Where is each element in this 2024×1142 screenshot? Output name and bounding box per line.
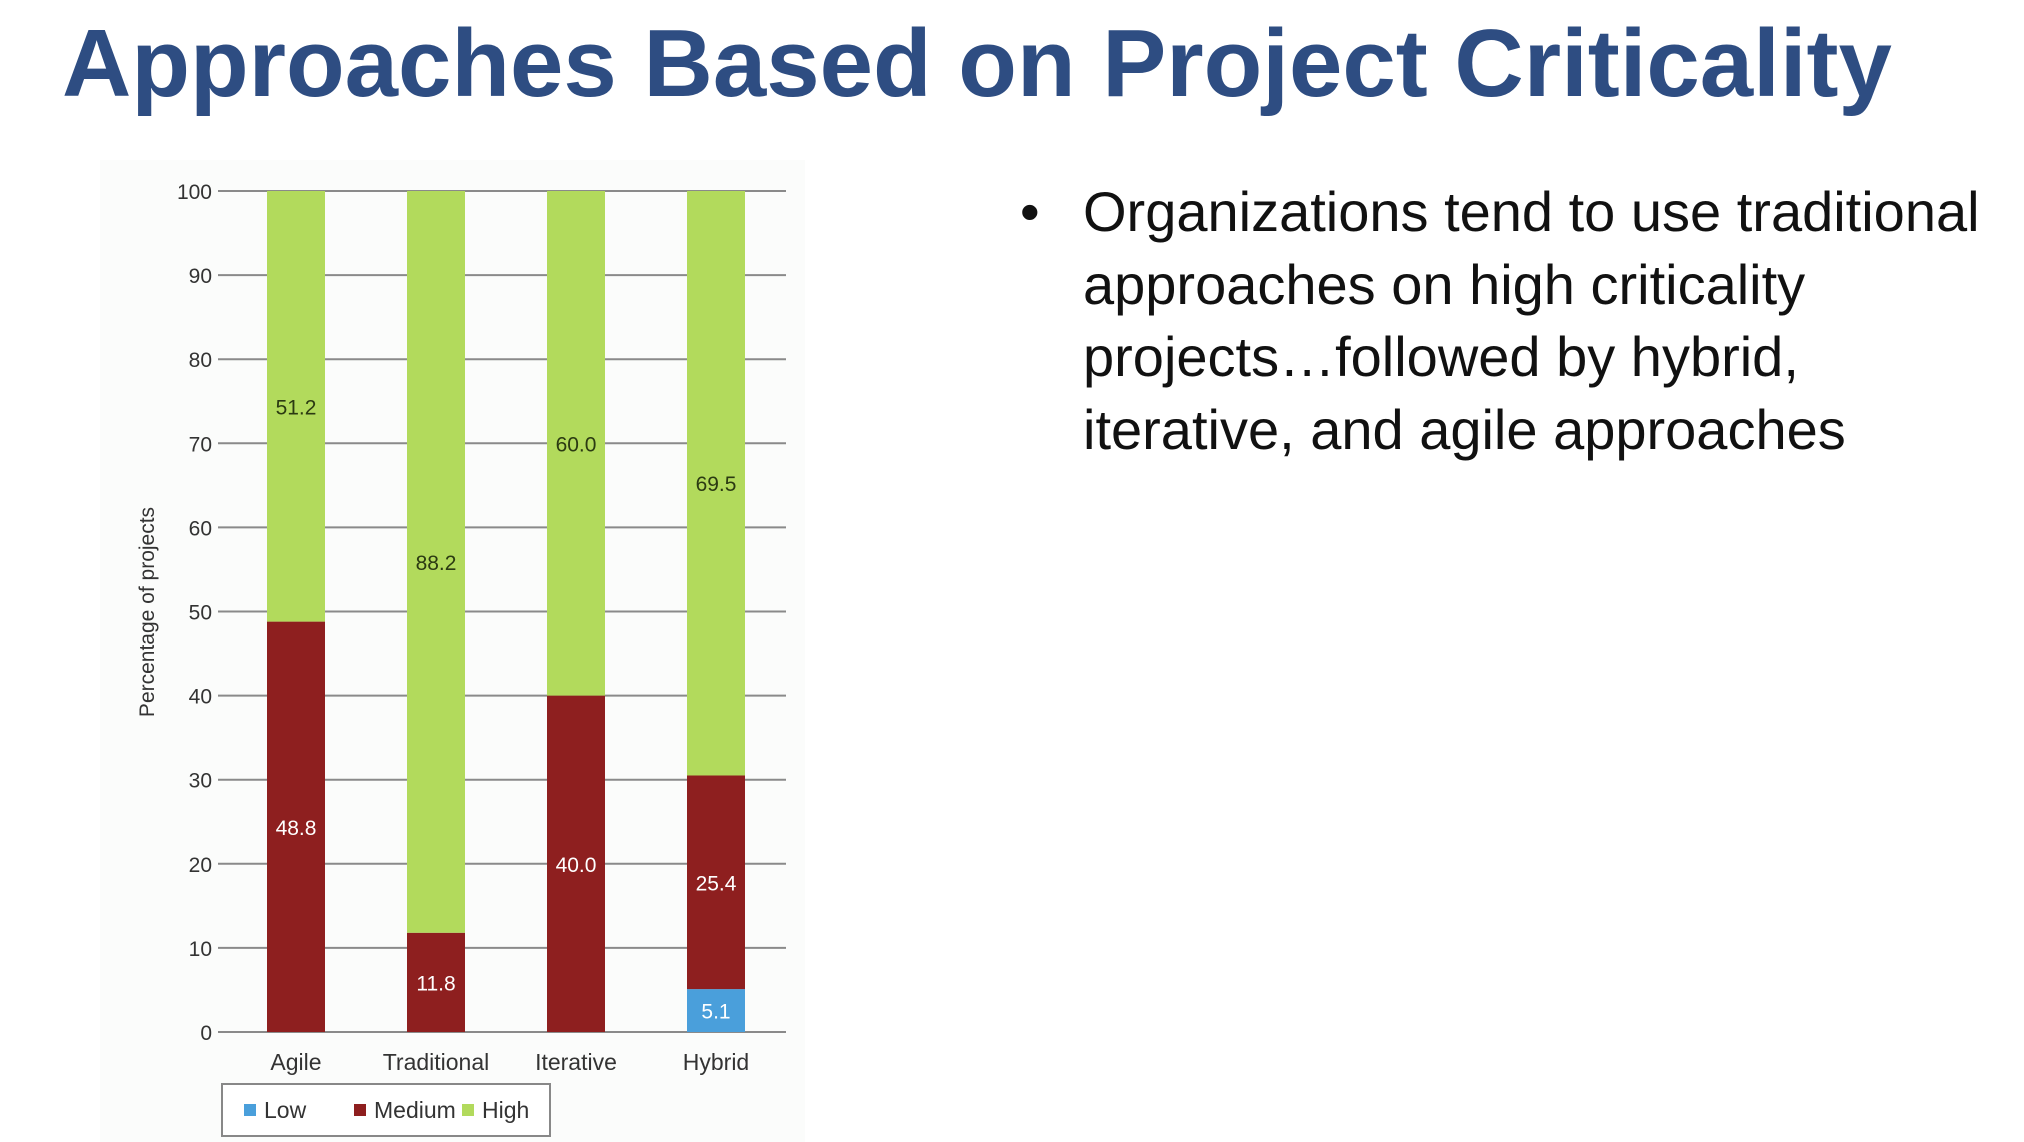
legend-swatch-low — [244, 1104, 256, 1116]
data-label: 88.2 — [416, 552, 457, 575]
y-tick-label: 10 — [189, 938, 212, 961]
legend-label: Medium — [374, 1097, 456, 1123]
y-tick-label: 0 — [200, 1022, 212, 1045]
x-tick-label: Iterative — [535, 1049, 617, 1075]
bar-segment-medium — [407, 932, 465, 1032]
bar-segment-high — [267, 191, 325, 622]
y-tick-label: 70 — [189, 433, 212, 456]
y-tick-label: 100 — [177, 181, 212, 204]
bullet-text: Organizations tend to use traditional ap… — [1083, 180, 1980, 461]
y-tick-label: 80 — [189, 349, 212, 372]
data-label: 25.4 — [696, 872, 737, 895]
bar-segment-medium — [267, 621, 325, 1032]
bar-segment-high — [407, 191, 465, 933]
legend-label: Low — [264, 1097, 307, 1123]
data-label: 51.2 — [276, 396, 317, 419]
x-tick-label: Agile — [270, 1049, 321, 1075]
bar-segment-medium — [687, 775, 745, 990]
data-label: 69.5 — [696, 473, 737, 496]
data-label: 5.1 — [701, 1001, 730, 1024]
data-label: 60.0 — [556, 433, 597, 456]
y-tick-label: 90 — [189, 265, 212, 288]
y-tick-label: 30 — [189, 770, 212, 793]
y-tick-label: 40 — [189, 686, 212, 709]
legend-box — [221, 1083, 551, 1137]
data-label: 48.8 — [276, 817, 317, 840]
y-tick-label: 50 — [189, 602, 212, 625]
bar-segment-low — [687, 989, 745, 1032]
bar-segment-medium — [547, 695, 605, 1032]
legend-swatch-high — [462, 1104, 474, 1116]
bullet-point: • Organizations tend to use traditional … — [1020, 176, 1980, 466]
legend-label: High — [482, 1097, 529, 1123]
slide-title: Approaches Based on Project Criticality — [62, 10, 1892, 117]
y-tick-label: 20 — [189, 854, 212, 877]
y-axis-title: Percentage of projects — [136, 507, 159, 717]
data-label: 40.0 — [556, 854, 597, 877]
bar-segment-high — [687, 191, 745, 776]
bar-segment-high — [547, 191, 605, 696]
data-label: 11.8 — [416, 972, 455, 995]
bullet-marker: • — [1020, 180, 1040, 243]
y-tick-label: 60 — [189, 517, 212, 540]
x-tick-label: Traditional — [383, 1049, 490, 1075]
stacked-bar-chart: 0 10 20 30 40 50 60 70 80 90 100 Percentage of proj… — [100, 160, 805, 1142]
legend-swatch-medium — [354, 1104, 366, 1116]
x-tick-label: Hybrid — [683, 1049, 749, 1075]
chart-canvas: 0 10 20 30 40 50 60 70 80 90 100 Percentage of proj… — [100, 160, 805, 1142]
